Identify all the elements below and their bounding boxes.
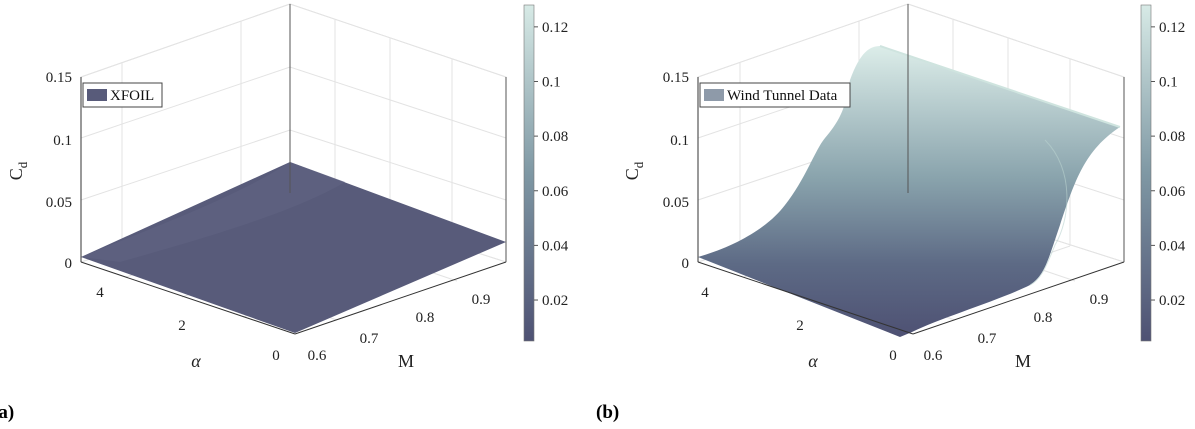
svg-text:Cd: Cd	[622, 161, 646, 180]
mach-tick-label: 0.7	[360, 331, 379, 347]
z-tick-label: 0	[65, 256, 73, 272]
colorbar-tick-label: 0.02	[542, 293, 568, 309]
colorbar-tick-label: 0.06	[1159, 184, 1186, 200]
legend-a: XFOIL	[82, 82, 163, 108]
colorbar-tick-label: 0.04	[1159, 238, 1186, 254]
mach-tick-label: 0.7	[978, 331, 997, 347]
z-tick-label: 0.1	[670, 133, 689, 149]
alpha-axis-line	[80, 261, 296, 335]
xfoil-surface-shading	[81, 162, 345, 262]
mach-tick-label: 0.8	[416, 310, 435, 326]
z-ticks-a: 0 0.05 0.1 0.15	[46, 70, 72, 272]
mach-ticks-b: 0.6 0.7 0.8 0.9	[924, 292, 1109, 364]
mach-axis-label: M	[398, 351, 414, 371]
cd-label-main: C	[6, 168, 26, 180]
mach-tick-label: 0.6	[924, 348, 943, 364]
legend-swatch	[704, 89, 724, 101]
panel-label: (a)	[0, 402, 14, 423]
panel-a: 0 0.05 0.1 0.15 4 2 0 0.6 0.7 0.8 0.9 α …	[0, 3, 569, 423]
colorbar-b: 0.02 0.04 0.06 0.08 0.1 0.12	[1140, 4, 1186, 342]
panel-label: (b)	[596, 402, 619, 423]
panel-b: 0 0.05 0.1 0.15 4 2 0 0.6 0.7 0.8 0.9 α …	[596, 3, 1186, 423]
alpha-tick-label: 2	[178, 318, 186, 334]
colorbar-tick-label: 0.1	[1159, 74, 1178, 90]
z-ticks-b: 0 0.05 0.1 0.15	[663, 70, 689, 272]
cd-axis-label: Cd	[6, 161, 30, 180]
legend-label: XFOIL	[110, 88, 154, 104]
alpha-tick-label: 4	[701, 285, 709, 301]
alpha-ticks-b: 4 2 0	[701, 285, 897, 364]
colorbar	[523, 4, 535, 342]
mach-tick-label: 0.9	[1090, 292, 1109, 308]
cd-label-sub: d	[15, 161, 30, 168]
alpha-axis-label: α	[191, 351, 201, 371]
z-tick-label: 0.15	[663, 70, 689, 86]
colorbar-tick-label: 0.02	[1159, 293, 1185, 309]
z-tick-label: 0.1	[53, 133, 72, 149]
legend-label: Wind Tunnel Data	[727, 88, 838, 104]
mach-axis-line	[294, 261, 507, 335]
z-tick-label: 0.15	[46, 70, 72, 86]
mach-tick-label: 0.8	[1034, 310, 1053, 326]
colorbar-tick-label: 0.08	[542, 129, 568, 145]
z-tick-label: 0.05	[663, 195, 689, 211]
colorbar-tick-label: 0.1	[542, 74, 561, 90]
colorbar	[1140, 4, 1152, 342]
colorbar-tick-label: 0.04	[542, 238, 569, 254]
alpha-tick-label: 4	[96, 285, 104, 301]
cd-label-sub: d	[631, 161, 646, 168]
alpha-tick-label: 2	[796, 318, 804, 334]
xfoil-surface	[81, 162, 506, 333]
z-tick-label: 0.05	[46, 195, 72, 211]
colorbar-a: 0.02 0.04 0.06 0.08 0.1 0.12	[523, 4, 569, 342]
colorbar-tick-label: 0.12	[542, 20, 568, 36]
mach-axis-label: M	[1015, 351, 1031, 371]
wind-tunnel-front-fold	[1029, 139, 1068, 286]
cd-label-main: C	[622, 168, 642, 180]
alpha-axis-line	[697, 261, 914, 335]
z-tick-label: 0	[682, 256, 690, 272]
wind-tunnel-surface	[698, 46, 1120, 337]
alpha-ticks-a: 4 2 0	[96, 285, 280, 364]
wind-tunnel-ridge	[879, 45, 1121, 128]
mach-tick-label: 0.9	[472, 292, 491, 308]
colorbar-tick-label: 0.08	[1159, 129, 1185, 145]
svg-text:Cd: Cd	[6, 161, 30, 180]
cd-axis-label: Cd	[622, 161, 646, 180]
legend-swatch	[87, 89, 107, 101]
colorbar-tick-label: 0.12	[1159, 20, 1185, 36]
mach-axis-line	[912, 261, 1125, 335]
alpha-tick-label: 0	[272, 348, 280, 364]
mach-ticks-a: 0.6 0.7 0.8 0.9	[308, 292, 491, 364]
alpha-axis-label: α	[808, 351, 818, 371]
mach-tick-label: 0.6	[308, 348, 327, 364]
colorbar-tick-label: 0.06	[542, 184, 569, 200]
legend-b: Wind Tunnel Data	[699, 82, 851, 108]
alpha-tick-label: 0	[889, 348, 897, 364]
